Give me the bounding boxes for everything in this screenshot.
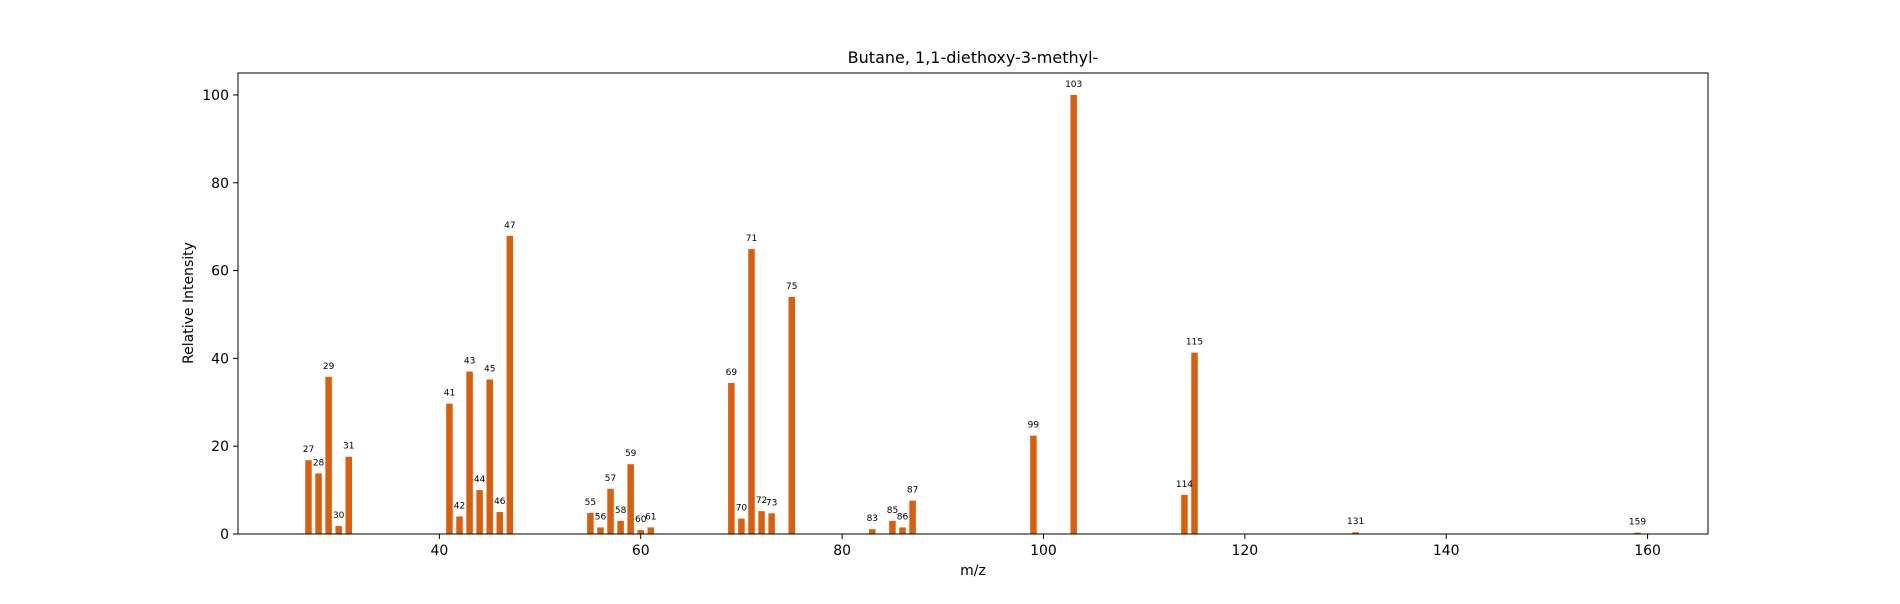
- bar-label-59: 59: [625, 449, 637, 459]
- x-tick-label-100: 100: [1030, 543, 1057, 559]
- bar-mz-55: [587, 512, 594, 534]
- bar-mz-44: [476, 490, 483, 534]
- bar-mz-46: [496, 512, 504, 534]
- bar-label-43: 43: [464, 357, 475, 367]
- bar-mz-115: [1191, 352, 1198, 534]
- bars-layer: [305, 94, 1641, 534]
- bar-label-46: 46: [494, 497, 506, 507]
- bar-label-73: 73: [766, 498, 777, 508]
- bar-label-47: 47: [504, 221, 515, 231]
- bar-mz-87: [909, 500, 916, 534]
- bar-label-45: 45: [484, 364, 495, 374]
- x-tick-label-160: 160: [1634, 543, 1661, 559]
- bar-mz-73: [768, 513, 775, 534]
- x-tick-label-140: 140: [1433, 543, 1460, 559]
- bar-mz-83: [869, 529, 876, 534]
- bar-label-42: 42: [454, 501, 465, 511]
- bar-label-99: 99: [1028, 421, 1040, 431]
- bar-mz-59: [627, 464, 634, 534]
- bar-label-159: 159: [1629, 518, 1646, 528]
- bar-label-71: 71: [746, 234, 757, 244]
- bar-mz-75: [788, 296, 796, 534]
- bar-mz-47: [506, 235, 514, 534]
- bar-mz-45: [486, 379, 493, 534]
- bar-label-57: 57: [605, 474, 616, 484]
- bar-mz-69: [728, 382, 735, 534]
- bar-label-85: 85: [887, 506, 898, 516]
- bar-label-31: 31: [343, 442, 354, 452]
- bar-label-114: 114: [1176, 480, 1193, 490]
- bar-mz-61: [647, 527, 655, 534]
- bar-mz-72: [758, 511, 765, 534]
- bar-label-28: 28: [313, 458, 325, 468]
- bar-mz-99: [1030, 435, 1037, 534]
- bar-label-58: 58: [615, 506, 627, 516]
- bar-mz-27: [305, 460, 312, 534]
- bar-label-69: 69: [726, 368, 738, 378]
- bar-mz-86: [899, 527, 906, 534]
- y-tick-label-40: 40: [211, 351, 229, 367]
- bar-label-103: 103: [1065, 80, 1082, 90]
- bar-label-30: 30: [333, 511, 345, 521]
- plot-frame: [237, 72, 1709, 535]
- bar-label-29: 29: [323, 362, 335, 372]
- bar-mz-41: [446, 403, 453, 534]
- bar-mz-103: [1070, 94, 1077, 534]
- bar-mz-29: [325, 376, 332, 534]
- bar-label-41: 41: [444, 389, 455, 399]
- bar-mz-159: [1634, 532, 1641, 534]
- bar-label-61: 61: [645, 512, 656, 522]
- y-axis-title: Relative Intensity: [181, 242, 197, 364]
- bar-mz-30: [335, 526, 342, 534]
- bar-label-83: 83: [867, 514, 878, 524]
- y-axis: 0 20 40 60 80 100: [202, 88, 238, 543]
- bar-label-115: 115: [1186, 338, 1203, 348]
- x-tick-label-120: 120: [1231, 543, 1258, 559]
- bar-label-87: 87: [907, 486, 918, 496]
- x-tick-label-80: 80: [833, 543, 851, 559]
- bar-label-27: 27: [303, 445, 314, 455]
- bar-mz-42: [456, 516, 463, 534]
- y-tick-label-0: 0: [220, 527, 229, 543]
- x-tick-label-60: 60: [632, 543, 650, 559]
- x-axis-title: m/z: [960, 563, 986, 579]
- bar-label-86: 86: [897, 512, 909, 522]
- y-tick-label-20: 20: [211, 439, 229, 455]
- bar-mz-58: [617, 520, 624, 534]
- bar-label-70: 70: [736, 504, 748, 514]
- bar-label-56: 56: [595, 512, 607, 522]
- bar-label-75: 75: [786, 282, 797, 292]
- bar-mz-43: [466, 371, 473, 534]
- x-axis: 40 60 80 100 120 140 160: [430, 534, 1661, 559]
- x-tick-label-40: 40: [430, 543, 448, 559]
- bar-mz-56: [597, 527, 604, 534]
- bar-mz-131: [1352, 532, 1359, 534]
- bar-mz-70: [738, 518, 745, 534]
- bar-mz-31: [345, 456, 352, 534]
- y-tick-label-100: 100: [202, 88, 229, 104]
- bar-mz-85: [889, 520, 896, 534]
- bar-mz-57: [607, 488, 614, 534]
- bar-mz-60: [637, 530, 644, 534]
- bar-label-131: 131: [1347, 517, 1364, 527]
- bar-label-55: 55: [585, 498, 596, 508]
- chart-title: Butane, 1,1-diethoxy-3-methyl-: [848, 48, 1099, 67]
- bar-label-60: 60: [635, 515, 647, 525]
- bar-mz-28: [315, 473, 322, 534]
- bar-label-72: 72: [756, 496, 767, 506]
- bar-mz-71: [748, 249, 755, 534]
- y-tick-label-60: 60: [211, 264, 229, 280]
- y-tick-label-80: 80: [211, 176, 229, 192]
- bar-label-44: 44: [474, 475, 486, 485]
- bar-mz-114: [1181, 494, 1188, 534]
